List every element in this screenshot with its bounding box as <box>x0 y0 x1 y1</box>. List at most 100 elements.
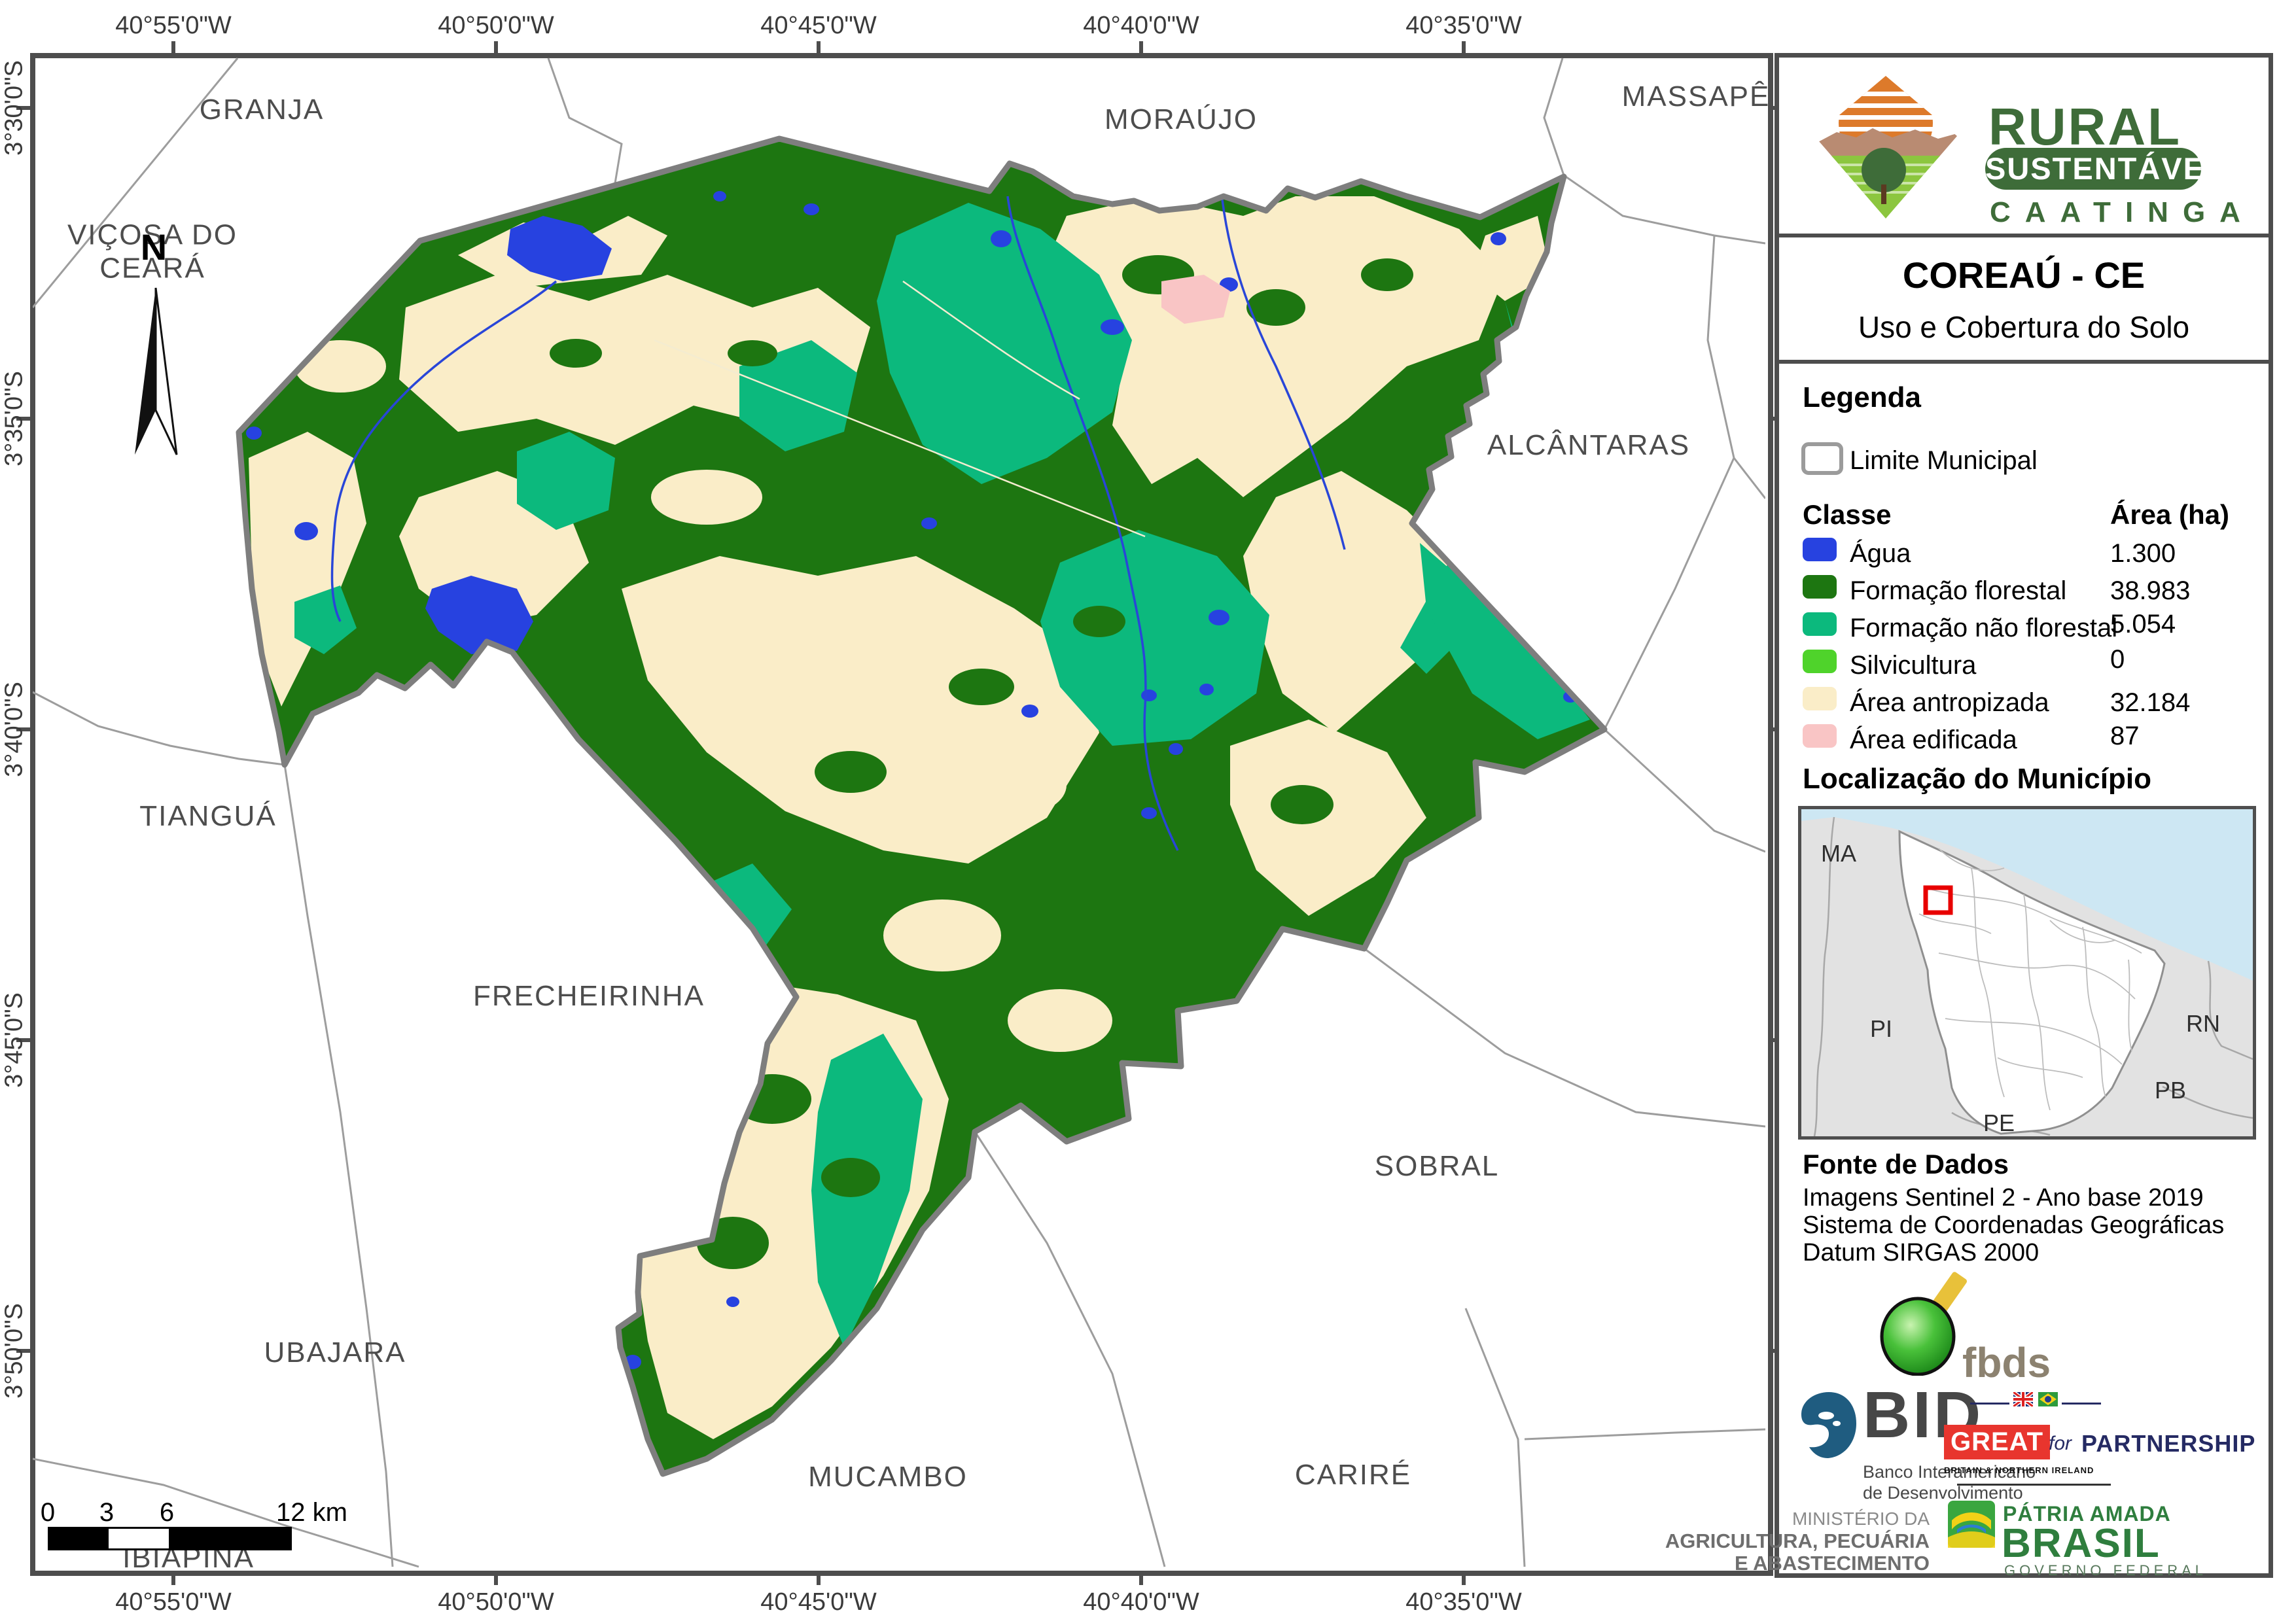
tick-top-3 <box>817 41 821 56</box>
axis-label-left: 3°50'0"S <box>0 1303 28 1399</box>
bid-logo-icon <box>1801 1392 1856 1458</box>
ministry-line-1: MINISTÉRIO DA <box>1792 1509 1930 1529</box>
neighbor-label-tiangua: TIANGUÁ <box>139 800 277 832</box>
legend-label-edificada: Área edificada <box>1850 725 2017 754</box>
panel-divider-1 <box>1779 234 2269 237</box>
north-label: N <box>140 226 168 268</box>
legend-value-silvicultura: 0 <box>2110 645 2125 674</box>
legend-label-agua: Água <box>1850 539 1911 568</box>
anthropized-patches <box>249 196 1551 1439</box>
inset-label-pb: PB <box>2155 1077 2186 1104</box>
source-heading: Fonte de Dados <box>1803 1149 2009 1179</box>
boundary-alcantaras-east <box>1733 457 1765 499</box>
brand-caatinga: CAATINGA <box>1990 196 2255 228</box>
limite-municipal-swatch <box>1801 442 1843 475</box>
legend-swatch-florestal <box>1803 575 1837 599</box>
tick-bottom-5 <box>1462 1571 1466 1585</box>
legend-label-nao-florestal: Formação não florestal <box>1850 614 2118 642</box>
legend-label-florestal: Formação florestal <box>1850 576 2067 605</box>
tick-top-5 <box>1462 41 1466 56</box>
source-line-1: Imagens Sentinel 2 - Ano base 2019 <box>1803 1184 2204 1212</box>
tick-left-1 <box>16 106 31 110</box>
axis-label-bottom: 40°45'0"W <box>760 1588 877 1616</box>
axis-label-left: 3°30'0"S <box>0 60 28 156</box>
boundary-alcantaras-sobral <box>1603 728 1765 853</box>
municipality-outline <box>236 135 1608 1477</box>
scale-0: 0 <box>40 1498 56 1527</box>
rural-sustentavel-logo-icon <box>1814 76 1957 218</box>
great-logo-box: GREAT <box>1944 1425 2051 1459</box>
legend-value-edificada: 87 <box>2110 722 2140 750</box>
brand-sustentavel: SUSTENTÁVEL <box>1985 148 2224 190</box>
boundary-granja-moraujo <box>547 58 623 203</box>
fbds-logo-text: fbds <box>1962 1339 2051 1386</box>
neighbor-label-carire: CARIRÉ <box>1294 1459 1412 1491</box>
legend-swatch-agua <box>1803 538 1837 561</box>
scale-bar-white-segment <box>107 1527 171 1550</box>
neighbor-label-frecheirinha: FRECHEIRINHA <box>472 980 705 1012</box>
axis-label-bottom: 40°50'0"W <box>438 1588 554 1616</box>
great-for: for <box>2049 1433 2072 1454</box>
location-heading: Localização do Município <box>1803 763 2151 795</box>
axis-label-top: 40°40'0"W <box>1083 12 1199 39</box>
bid-tagline-2: de Desenvolvimento <box>1863 1483 2023 1503</box>
neighbor-label-mucambo: MUCAMBO <box>808 1461 968 1493</box>
tick-bottom-3 <box>817 1571 821 1585</box>
inset-label-ma: MA <box>1821 840 1856 867</box>
boundary-moraujo-massape <box>1543 58 1565 176</box>
boundary-massape <box>1563 174 1765 245</box>
neighbor-label-alcantaras: ALCÂNTARAS <box>1487 429 1691 461</box>
boundary-carire-south <box>1464 1308 1526 1567</box>
scale-12km: 12 km <box>276 1498 347 1527</box>
legend-swatch-nao-florestal <box>1803 612 1837 636</box>
legend-swatch-edificada <box>1803 724 1837 748</box>
axis-label-left: 3°40'0"S <box>0 682 28 777</box>
neighbor-label-moraujo: MORAÚJO <box>1104 103 1258 135</box>
axis-label-bottom: 40°35'0"W <box>1405 1588 1522 1616</box>
scale-3: 3 <box>99 1498 115 1527</box>
axis-label-bottom: 40°55'0"W <box>115 1588 232 1616</box>
legend-label-antropizada: Área antropizada <box>1850 688 2049 717</box>
inset-label-pe: PE <box>1983 1109 2015 1136</box>
legend-swatch-antropizada <box>1803 687 1837 710</box>
limite-municipal-label: Limite Municipal <box>1850 446 2038 475</box>
tick-bottom-2 <box>494 1571 498 1585</box>
axis-label-left: 3°35'0"S <box>0 371 28 466</box>
brasil-gov-logo-icon <box>1948 1501 1995 1548</box>
axis-label-top: 40°55'0"W <box>115 12 232 39</box>
neighbor-label-granja: GRANJA <box>199 94 325 126</box>
fbds-logo-icon <box>1880 1272 1968 1376</box>
inset-red-marker <box>1923 885 1953 915</box>
legend-label-silvicultura: Silvicultura <box>1850 651 1977 680</box>
map-subtitle: Uso e Cobertura do Solo <box>1858 310 2190 344</box>
land-cover-map <box>33 58 1765 1568</box>
source-line-3: Datum SIRGAS 2000 <box>1803 1239 2040 1266</box>
tick-left-2 <box>16 417 31 421</box>
legend-heading: Legenda <box>1803 381 1921 413</box>
source-line-2: Sistema de Coordenadas Geográficas <box>1803 1212 2225 1239</box>
legend-value-florestal: 38.983 <box>2110 576 2191 605</box>
great-line-right <box>2062 1403 2101 1405</box>
boundary-alcantaras <box>1603 235 1735 730</box>
boundary-sobral <box>1364 947 1765 1128</box>
neighbor-label-vicosa: VIÇOSA DO CEARÁ <box>67 218 238 284</box>
axis-label-left: 3°45'0"S <box>0 992 28 1088</box>
legend-value-nao-florestal: 5.054 <box>2110 610 2176 638</box>
boundary-carire-sobral <box>1524 1428 1765 1440</box>
brand-rural: RURAL <box>1988 97 2181 156</box>
bid-tagline-1: Banco Interamericano <box>1863 1462 2036 1482</box>
neighbor-boundaries <box>33 58 1765 1568</box>
inset-label-pi: PI <box>1870 1015 1892 1042</box>
inset-ceara-shape <box>1898 829 2166 1135</box>
panel-divider-2 <box>1779 360 2269 364</box>
legend-swatch-silvicultura <box>1803 650 1837 673</box>
boundary-tiangua-ubajara <box>283 764 394 1567</box>
governo-federal: GOVERNO FEDERAL <box>2004 1562 2208 1579</box>
neighbor-label-massape: MASSAPÊ <box>1621 80 1771 113</box>
tick-bottom-4 <box>1139 1571 1143 1585</box>
map-title: COREAÚ - CE <box>1902 254 2146 296</box>
inset-map-svg: MA PI RN PB PE <box>1801 809 2253 1137</box>
boundary-ubajara-ibiapina <box>33 1457 419 1568</box>
neighbor-label-sobral: SOBRAL <box>1374 1150 1500 1182</box>
brazil-flag-icon <box>2038 1392 2058 1406</box>
